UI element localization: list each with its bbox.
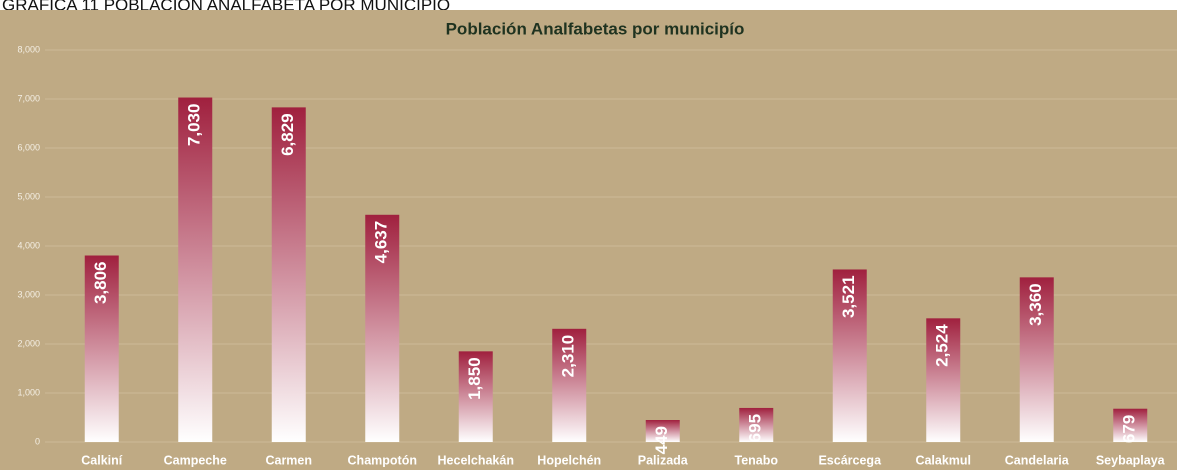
data-label: 1,850 — [465, 357, 484, 400]
x-tick-label: Calkiní — [81, 453, 123, 467]
bar — [271, 107, 306, 442]
x-tick-label: Tenabo — [734, 453, 778, 467]
x-tick-label: Campeche — [164, 453, 227, 467]
x-tick-label: Palizada — [638, 453, 689, 467]
bar — [458, 351, 493, 442]
y-tick-label: 7,000 — [17, 93, 40, 103]
data-label: 449 — [652, 426, 671, 454]
data-label: 4,637 — [372, 221, 391, 264]
bar — [84, 255, 119, 442]
bar — [552, 328, 587, 442]
data-label: 679 — [1120, 415, 1139, 443]
y-tick-label: 1,000 — [17, 387, 40, 397]
x-tick-label: Seybaplaya — [1096, 453, 1166, 467]
y-tick-label: 0 — [35, 436, 40, 446]
y-tick-label: 5,000 — [17, 191, 40, 201]
x-tick-label: Escárcega — [818, 453, 882, 467]
x-tick-label: Hopelchén — [537, 453, 601, 467]
data-label: 6,829 — [278, 113, 297, 156]
bar — [178, 97, 213, 442]
data-label: 3,806 — [91, 262, 110, 305]
y-tick-label: 8,000 — [17, 44, 40, 54]
chart-background — [0, 10, 1177, 470]
y-tick-label: 4,000 — [17, 240, 40, 250]
bar — [926, 318, 961, 442]
bar — [365, 214, 400, 442]
data-label: 695 — [746, 414, 765, 442]
x-tick-label: Hecelchakán — [438, 453, 514, 467]
data-label: 2,524 — [933, 324, 952, 367]
bar — [832, 269, 867, 442]
x-tick-label: Calakmul — [915, 453, 971, 467]
data-label: 3,360 — [1026, 283, 1045, 326]
data-label: 3,521 — [839, 275, 858, 318]
y-tick-label: 3,000 — [17, 289, 40, 299]
bar — [1113, 408, 1148, 442]
bar — [645, 419, 680, 442]
data-label: 2,310 — [559, 335, 578, 378]
x-tick-label: Champotón — [348, 453, 417, 467]
data-label: 7,030 — [185, 104, 204, 147]
bar — [739, 407, 774, 442]
y-tick-label: 2,000 — [17, 338, 40, 348]
x-tick-label: Carmen — [265, 453, 312, 467]
y-tick-label: 6,000 — [17, 142, 40, 152]
bar — [1019, 277, 1054, 442]
x-tick-label: Candelaria — [1005, 453, 1070, 467]
chart-title: Población Analfabetas por municipío — [446, 19, 745, 38]
